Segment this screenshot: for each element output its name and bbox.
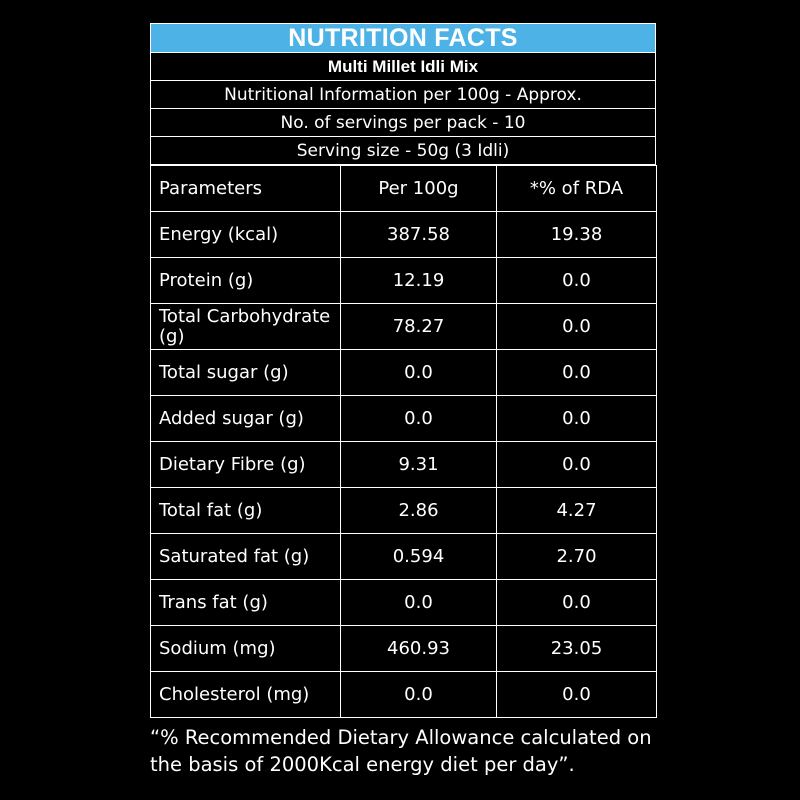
servings-per-pack: No. of servings per pack - 10 xyxy=(150,109,656,137)
header-parameters: Parameters xyxy=(150,165,341,212)
row-per-100g: 387.58 xyxy=(340,211,497,258)
row-parameter: Dietary Fibre (g) xyxy=(150,441,341,488)
nutrition-facts-panel: NUTRITION FACTS Multi Millet Idli Mix Nu… xyxy=(150,23,657,718)
table-row: Trans fat (g) 0.0 0.0 xyxy=(150,579,657,626)
row-per-100g: 460.93 xyxy=(340,625,497,672)
row-parameter: Energy (kcal) xyxy=(150,211,341,258)
row-per-100g: 12.19 xyxy=(340,257,497,304)
table-header-row: Parameters Per 100g *% of RDA xyxy=(150,165,657,212)
row-rda: 0.0 xyxy=(496,349,657,396)
serving-size: Serving size - 50g (3 Idli) xyxy=(150,137,656,165)
table-row: Protein (g) 12.19 0.0 xyxy=(150,257,657,304)
row-parameter: Total Carbohydrate (g) xyxy=(150,303,341,350)
table-row: Energy (kcal) 387.58 19.38 xyxy=(150,211,657,258)
header-rda: *% of RDA xyxy=(496,165,657,212)
rda-footnote: “% Recommended Dietary Allowance calcula… xyxy=(150,724,670,778)
row-per-100g: 0.0 xyxy=(340,671,497,718)
row-rda: 0.0 xyxy=(496,671,657,718)
row-rda: 0.0 xyxy=(496,395,657,442)
table-row: Added sugar (g) 0.0 0.0 xyxy=(150,395,657,442)
row-parameter: Added sugar (g) xyxy=(150,395,341,442)
row-parameter: Protein (g) xyxy=(150,257,341,304)
row-per-100g: 0.594 xyxy=(340,533,497,580)
row-per-100g: 2.86 xyxy=(340,487,497,534)
row-rda: 2.70 xyxy=(496,533,657,580)
nutritional-info-line: Nutritional Information per 100g - Appro… xyxy=(150,81,656,109)
row-per-100g: 9.31 xyxy=(340,441,497,488)
nutrition-table: Parameters Per 100g *% of RDA Energy (kc… xyxy=(150,165,657,718)
row-rda: 0.0 xyxy=(496,303,657,350)
table-row: Total Carbohydrate (g) 78.27 0.0 xyxy=(150,303,657,350)
table-row: Dietary Fibre (g) 9.31 0.0 xyxy=(150,441,657,488)
table-row: Saturated fat (g) 0.594 2.70 xyxy=(150,533,657,580)
row-per-100g: 0.0 xyxy=(340,579,497,626)
table-row: Total sugar (g) 0.0 0.0 xyxy=(150,349,657,396)
row-per-100g: 78.27 xyxy=(340,303,497,350)
row-per-100g: 0.0 xyxy=(340,395,497,442)
footnote-line-1: “% Recommended Dietary Allowance calcula… xyxy=(150,726,652,749)
row-rda: 0.0 xyxy=(496,441,657,488)
row-parameter: Total sugar (g) xyxy=(150,349,341,396)
footnote-line-2: the basis of 2000Kcal energy diet per da… xyxy=(150,753,575,776)
row-rda: 0.0 xyxy=(496,579,657,626)
nutrition-facts-title: NUTRITION FACTS xyxy=(288,23,518,52)
header-per-100g: Per 100g xyxy=(340,165,497,212)
row-parameter: Saturated fat (g) xyxy=(150,533,341,580)
table-row: Sodium (mg) 460.93 23.05 xyxy=(150,625,657,672)
table-row: Cholesterol (mg) 0.0 0.0 xyxy=(150,671,657,718)
row-parameter: Total fat (g) xyxy=(150,487,341,534)
row-parameter: Trans fat (g) xyxy=(150,579,341,626)
row-rda: 23.05 xyxy=(496,625,657,672)
row-rda: 19.38 xyxy=(496,211,657,258)
table-row: Total fat (g) 2.86 4.27 xyxy=(150,487,657,534)
row-rda: 4.27 xyxy=(496,487,657,534)
title-bar: NUTRITION FACTS xyxy=(150,23,656,53)
row-parameter: Cholesterol (mg) xyxy=(150,671,341,718)
row-rda: 0.0 xyxy=(496,257,657,304)
product-name: Multi Millet Idli Mix xyxy=(150,53,656,81)
row-parameter: Sodium (mg) xyxy=(150,625,341,672)
row-per-100g: 0.0 xyxy=(340,349,497,396)
